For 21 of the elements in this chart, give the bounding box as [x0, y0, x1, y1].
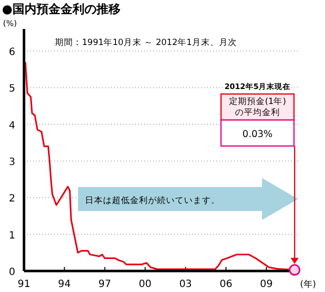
x-tick-label: 06: [220, 279, 232, 290]
y-tick-label: 5: [8, 84, 16, 95]
y-tick-label: 6: [8, 47, 16, 58]
annotation: 定期預金(1年) の平均金利: [228, 96, 286, 118]
y-tick-label: 1: [8, 230, 16, 242]
y-axis-title: (%): [3, 19, 17, 28]
y-tick-label: 3: [8, 157, 16, 168]
annotation: 日本は超低金利が続いています。: [85, 195, 220, 206]
y-tick-label: 2: [8, 194, 16, 205]
annotation: 0.03%: [242, 129, 273, 140]
x-axis-title: (年): [300, 279, 316, 290]
text: 期間：1991年10月末 ～ 2012年1月末、月次: [55, 37, 237, 48]
x-tick-label: 94: [58, 279, 71, 290]
y-tick-label: 4: [8, 120, 16, 132]
x-tick-label: 00: [138, 279, 152, 290]
chart-title: ●国内預金金利の推移: [2, 2, 120, 16]
x-tick-label: 91: [18, 279, 30, 290]
x-tick-label: 03: [179, 279, 192, 290]
y-tick-label: 0: [8, 267, 16, 278]
x-tick-label: 97: [98, 279, 112, 290]
x-tick-label: 09: [260, 279, 273, 290]
